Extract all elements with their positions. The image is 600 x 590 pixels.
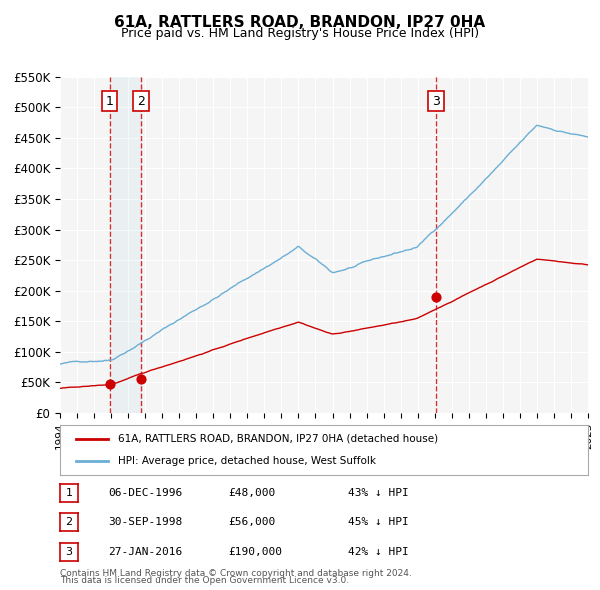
Point (105, 379, 115, 388)
Text: £48,000: £48,000 (228, 488, 275, 497)
Text: 2: 2 (65, 517, 73, 527)
Text: 2: 2 (137, 94, 145, 107)
Text: 27-JAN-2016: 27-JAN-2016 (108, 547, 182, 556)
Text: 45% ↓ HPI: 45% ↓ HPI (348, 517, 409, 527)
Text: Price paid vs. HM Land Registry's House Price Index (HPI): Price paid vs. HM Land Registry's House … (121, 27, 479, 40)
Text: £190,000: £190,000 (228, 547, 282, 556)
Text: 3: 3 (65, 547, 73, 556)
Text: 30-SEP-1998: 30-SEP-1998 (108, 517, 182, 527)
Text: 06-DEC-1996: 06-DEC-1996 (108, 488, 182, 497)
Text: 1: 1 (65, 488, 73, 497)
Text: 43% ↓ HPI: 43% ↓ HPI (348, 488, 409, 497)
Point (136, 374, 146, 384)
Point (431, 292, 441, 301)
Text: HPI: Average price, detached house, West Suffolk: HPI: Average price, detached house, West… (118, 456, 376, 466)
Text: 42% ↓ HPI: 42% ↓ HPI (348, 547, 409, 556)
Text: 61A, RATTLERS ROAD, BRANDON, IP27 0HA: 61A, RATTLERS ROAD, BRANDON, IP27 0HA (115, 15, 485, 30)
Text: £56,000: £56,000 (228, 517, 275, 527)
Bar (110, 77, 141, 413)
Text: 61A, RATTLERS ROAD, BRANDON, IP27 0HA (detached house): 61A, RATTLERS ROAD, BRANDON, IP27 0HA (d… (118, 434, 438, 444)
Text: 1: 1 (106, 94, 113, 107)
Text: 3: 3 (432, 94, 440, 107)
Text: This data is licensed under the Open Government Licence v3.0.: This data is licensed under the Open Gov… (60, 576, 349, 585)
Text: Contains HM Land Registry data © Crown copyright and database right 2024.: Contains HM Land Registry data © Crown c… (60, 569, 412, 578)
